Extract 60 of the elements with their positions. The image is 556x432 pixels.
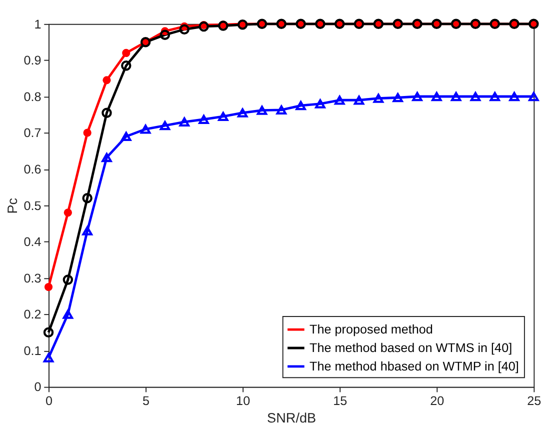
y-tick-label: 0.7 [24,126,42,140]
point [528,92,539,102]
point [432,92,442,102]
point [102,108,112,118]
point [160,30,170,40]
point [44,282,53,292]
point [102,76,111,84]
point [82,226,92,236]
y-tick-label: 0.4 [24,235,42,250]
point [470,92,481,102]
y-tick-label: 0.1 [24,344,42,358]
point [62,274,74,285]
point [160,120,170,130]
point [334,96,345,105]
point [218,112,228,122]
point [179,24,190,34]
point [64,208,72,217]
point [102,152,112,162]
y-tick-label: 0.3 [24,271,42,286]
y-axis-title: Pc [4,198,20,214]
x-tick-label: 25 [527,394,542,408]
point [83,128,92,137]
point [121,60,132,71]
point [198,21,209,32]
point [354,96,364,105]
y-tick-label: 0 [34,380,42,394]
point [179,117,190,127]
y-tick-label: 0.9 [24,54,42,68]
point [490,92,500,102]
y-tick-label: 0.5 [24,198,42,213]
x-tick-label: 15 [333,394,348,408]
point [62,310,74,319]
point [198,114,209,124]
point [256,106,268,115]
x-axis-title: SNR/dB [267,410,316,426]
y-tick-label: 0.6 [24,162,42,176]
legend-label: The method hbased on WTMP in [40] [310,359,519,374]
point [237,108,248,118]
x-tick-label: 0 [45,394,53,408]
point [450,92,462,102]
x-tick-label: 20 [430,394,444,408]
y-tick-label: 1 [34,17,42,32]
point [296,101,306,110]
point [82,193,92,204]
x-tick-label: 10 [236,394,250,408]
legend-label: The proposed method [310,322,433,336]
point [412,92,422,102]
point [392,93,403,102]
point [122,48,130,58]
y-tick-label: 0.8 [24,90,42,104]
point [509,92,520,102]
point [276,105,287,115]
legend-label: The method based on WTMS in [40] [310,340,512,355]
x-tick-label: 5 [142,394,150,408]
point [373,94,384,103]
point [140,124,151,134]
point [315,99,326,108]
point [121,132,132,142]
y-tick-label: 0.2 [24,308,42,322]
point [43,353,54,362]
